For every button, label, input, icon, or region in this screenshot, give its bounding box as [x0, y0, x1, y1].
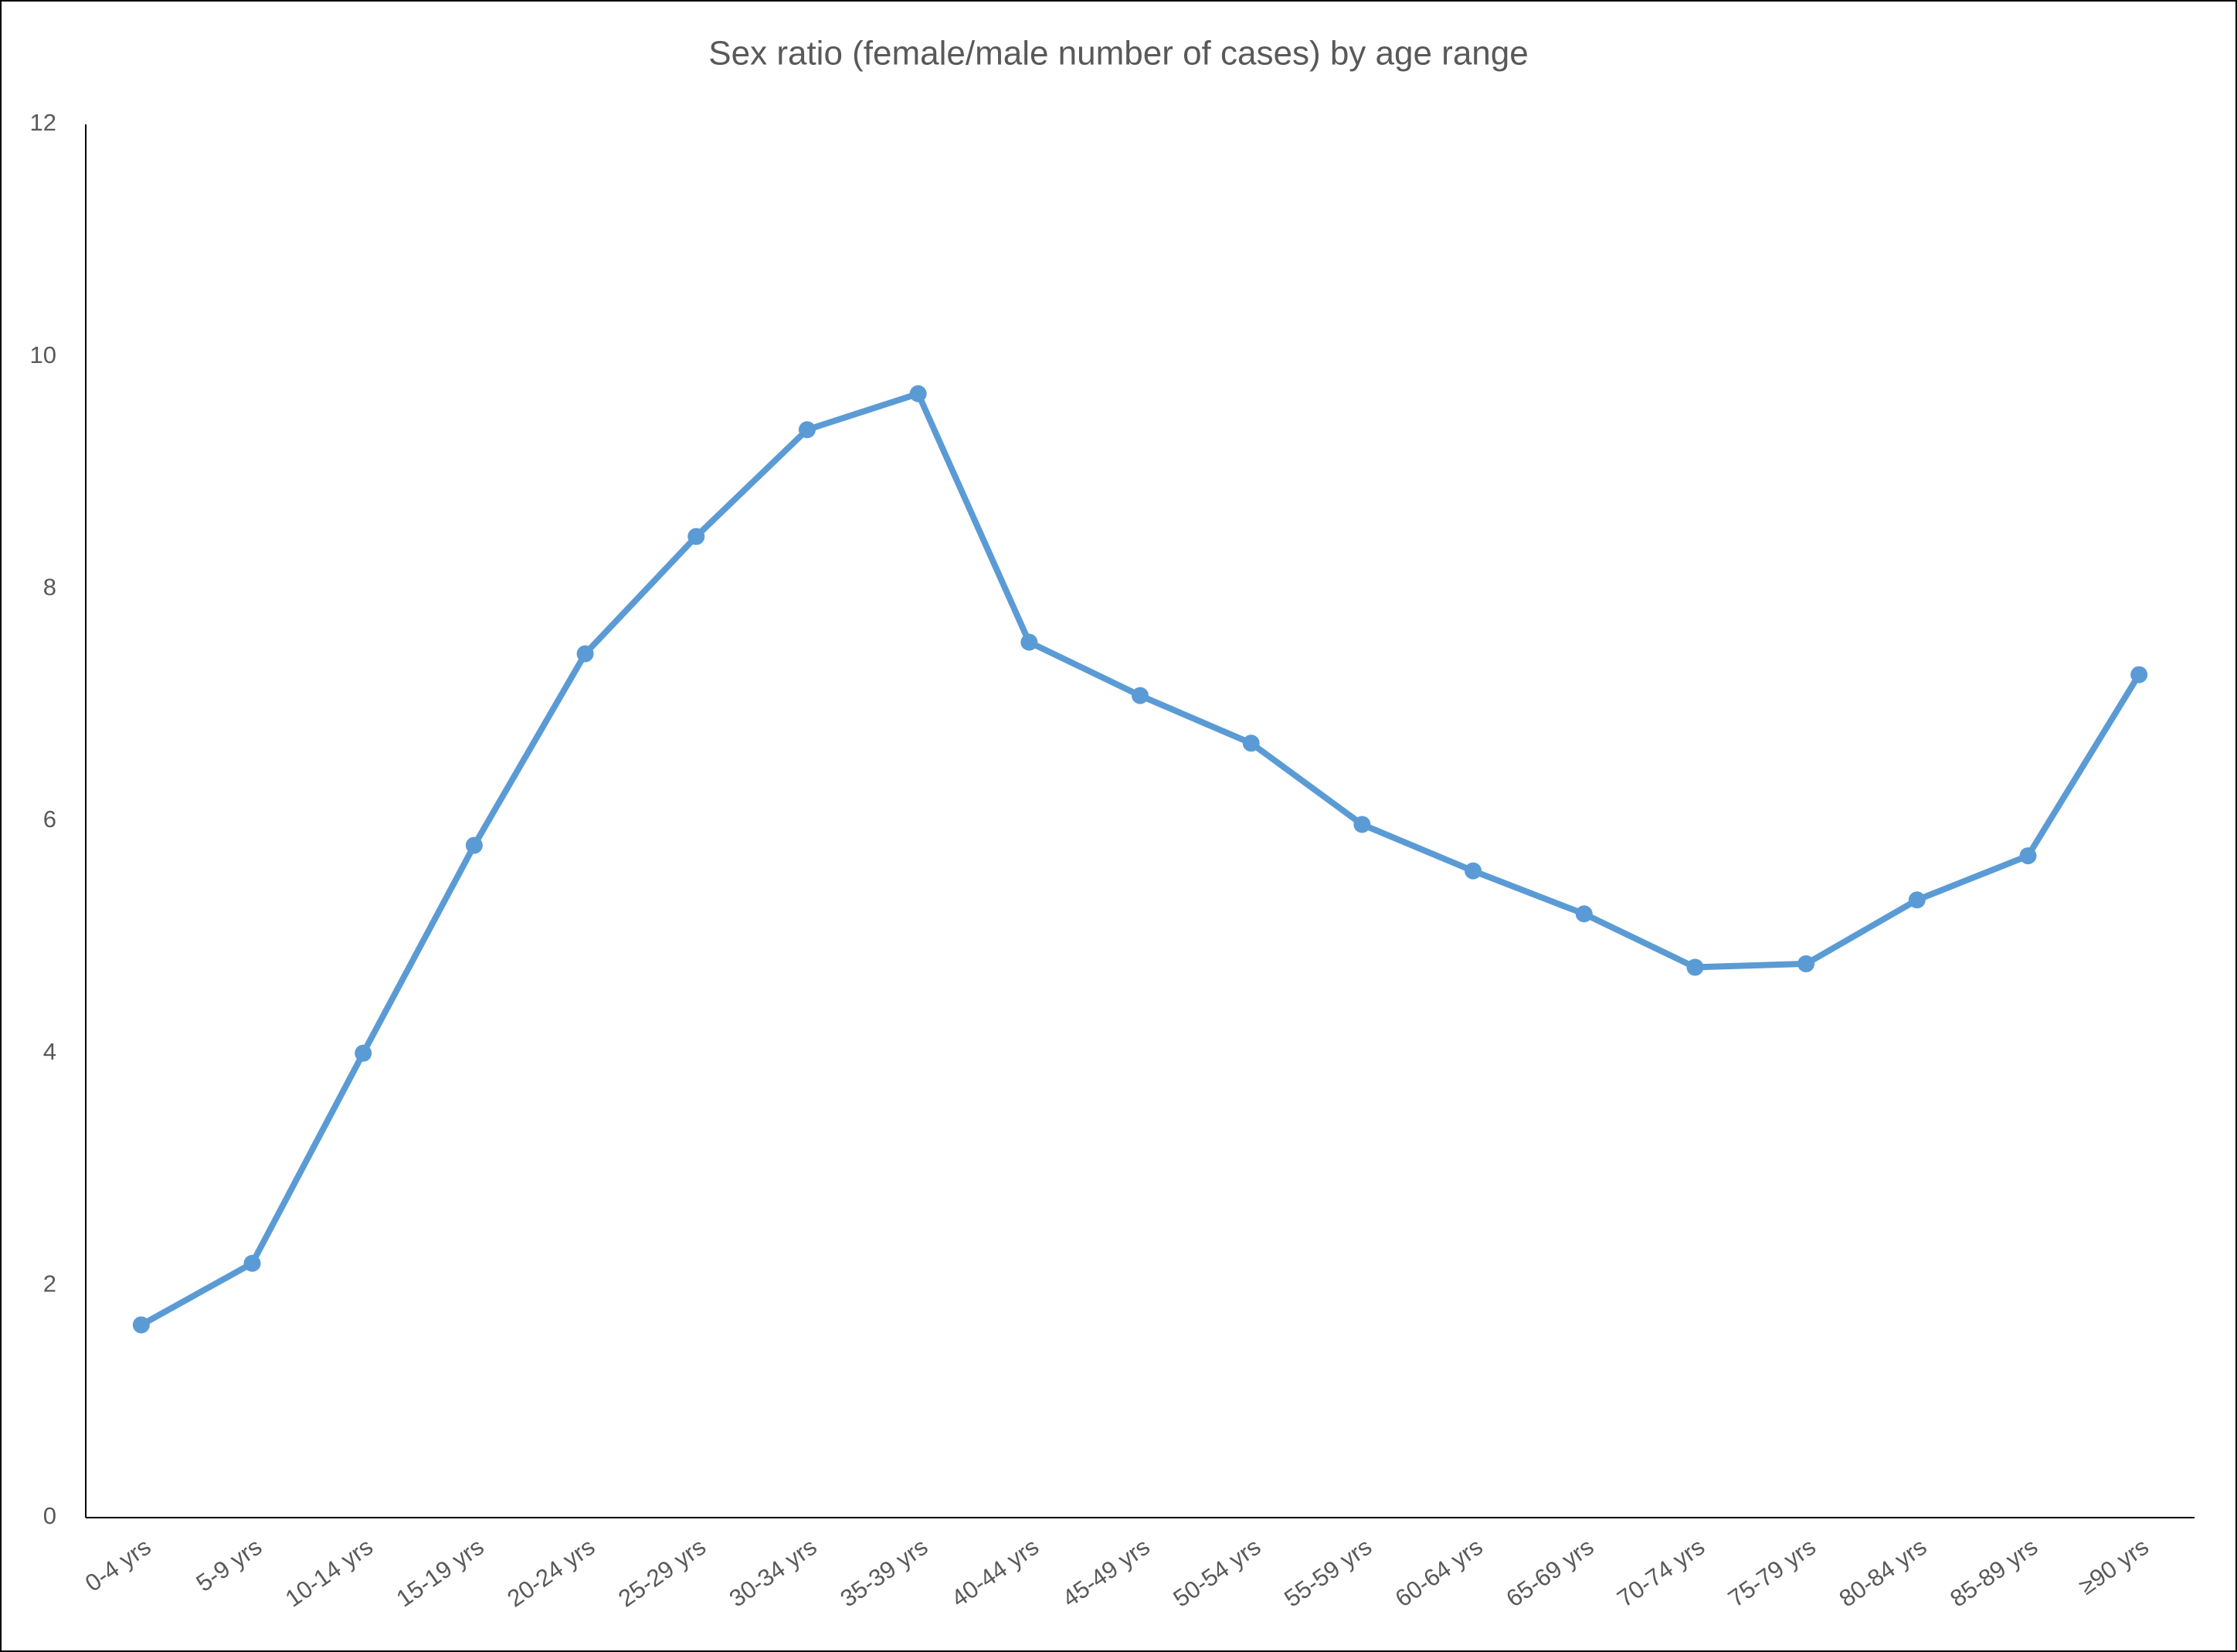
- data-point: [1575, 905, 1593, 923]
- y-tick-label: 4: [43, 1038, 56, 1065]
- data-point: [1020, 633, 1038, 651]
- y-tick-label: 2: [43, 1270, 56, 1298]
- data-point: [2130, 666, 2148, 684]
- y-tick-label: 10: [30, 341, 56, 368]
- data-point: [1353, 816, 1371, 833]
- chart-title: Sex ratio (female/male number of cases) …: [708, 35, 1528, 73]
- data-point: [687, 527, 705, 545]
- data-point: [576, 645, 594, 663]
- data-point: [2019, 847, 2037, 865]
- data-point: [465, 836, 483, 854]
- data-point: [1908, 891, 1926, 909]
- data-point: [909, 385, 927, 402]
- data-point: [1465, 862, 1482, 880]
- data-point: [1132, 687, 1149, 704]
- y-tick-label: 12: [30, 109, 56, 136]
- data-point: [798, 421, 816, 439]
- y-tick-label: 0: [43, 1502, 56, 1529]
- data-point: [1242, 734, 1260, 752]
- y-tick-label: 6: [43, 806, 56, 833]
- data-point: [355, 1044, 372, 1062]
- data-point: [243, 1254, 261, 1272]
- y-tick-label: 8: [43, 574, 56, 601]
- data-point: [132, 1316, 150, 1334]
- data-point: [1797, 955, 1815, 972]
- data-point: [1686, 958, 1704, 976]
